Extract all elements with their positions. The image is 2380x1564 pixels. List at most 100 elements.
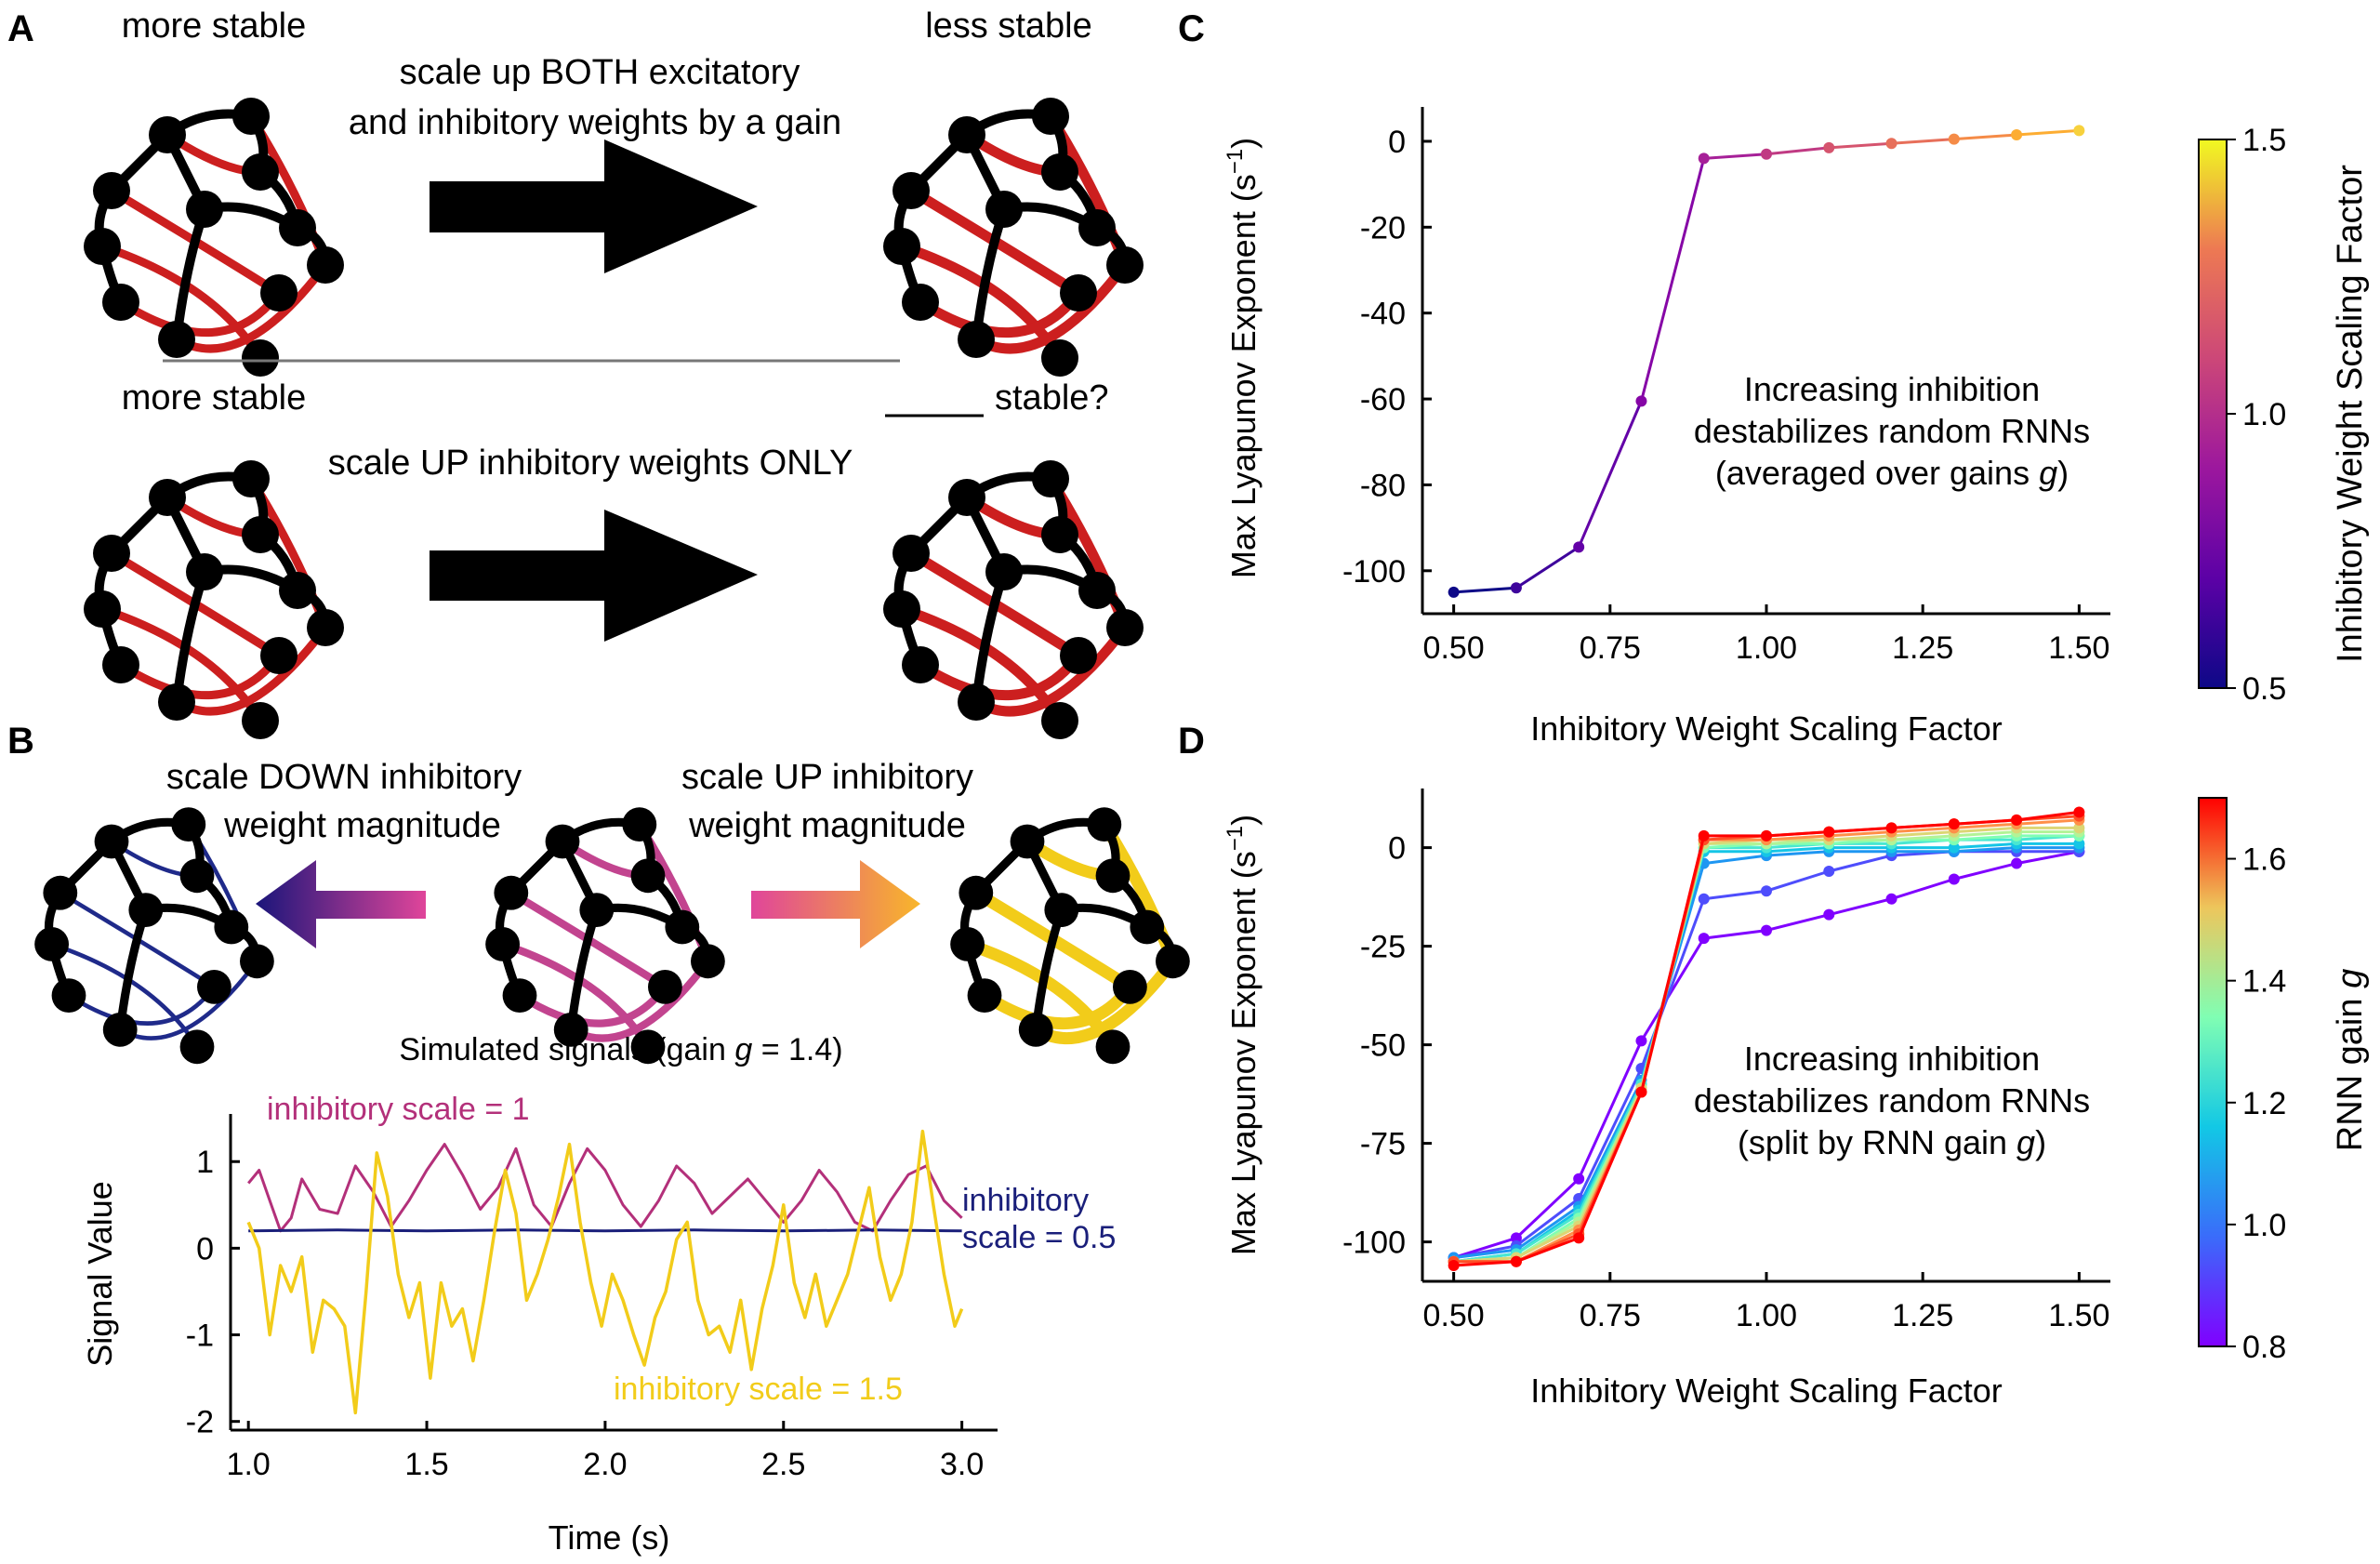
chart-d-point: [1698, 933, 1710, 945]
colorbar-c-label: Inhibitory Weight Scaling Factor: [2331, 165, 2370, 663]
chart-c-ytick-label: -100: [1342, 554, 1406, 590]
chart-c-ytick-label: -80: [1360, 468, 1406, 503]
chart-d-annot-line1: Increasing inhibition: [1744, 1040, 2040, 1078]
chart-c-xtick-label: 0.75: [1580, 630, 1641, 666]
chart-c-segment: [1515, 546, 1580, 590]
chart-d-ylabel: Max Lyapunov Exponent (s−1): [1223, 815, 1263, 1255]
chart-c-segment: [1891, 138, 1954, 145]
colorbar-d-label: RNN gain g: [2331, 969, 2370, 1151]
chart-d-point: [1823, 866, 1835, 878]
signal-series-line: [248, 1228, 962, 1233]
signal-xlabel: Time (s): [549, 1518, 670, 1557]
chart-c-segment: [1829, 141, 1892, 150]
label-scale-1: inhibitory scale = 1: [267, 1092, 530, 1127]
chart-c-segment: [1765, 146, 1830, 156]
bottom-right-label: stable?: [995, 378, 1109, 418]
chart-c-ylabel: Max Lyapunov Exponent (s−1): [1223, 138, 1263, 578]
network-top-right: [883, 98, 1144, 377]
colorbar-d-tick-label: 1.2: [2242, 1086, 2286, 1121]
chart-d-point: [1635, 1086, 1647, 1098]
panel-c: C 0.50 0.75 1.00 1.25 1.500-20-40-60-80-100 …: [1178, 8, 2370, 748]
arrow-top: [430, 139, 758, 273]
chart-d-point: [2011, 857, 2023, 869]
chart-d-point: [1948, 873, 1960, 885]
top-arrow-text-line1: scale up BOTH excitatory: [400, 53, 800, 92]
chart-c-point: [1761, 148, 1772, 160]
colorbar-d-tick-label: 1.4: [2242, 964, 2286, 1000]
chart-c-xtick-label: 0.50: [1423, 630, 1485, 666]
chart-c-point: [1885, 138, 1897, 150]
chart-d-point: [1510, 1232, 1522, 1244]
chart-d-point: [1573, 1232, 1585, 1244]
chart-d-point: [1698, 829, 1710, 842]
chart-d-xtick-label: 0.75: [1580, 1298, 1641, 1333]
bottom-left-label: more stable: [122, 378, 307, 418]
sim-title: Simulated signals (gain g = 1.4): [399, 1032, 842, 1067]
panel-b: B scale DOWN inhibitory weight magnitude…: [7, 721, 1190, 1557]
chart-d-point: [1635, 1035, 1647, 1047]
signal-xtick-label: 1.0: [227, 1447, 271, 1482]
scale-down-text-line1: scale DOWN inhibitory: [166, 758, 522, 797]
label-scale-05-line2: scale = 0.5: [962, 1220, 1116, 1255]
chart-d-xtick-label: 1.00: [1736, 1298, 1797, 1333]
panel-letter-d: D: [1178, 721, 1205, 762]
signal-ytick-label: -2: [186, 1405, 214, 1440]
chart-d-point: [1948, 842, 1960, 854]
signal-series-line: [246, 1129, 964, 1415]
chart-d-ytick-label: -100: [1342, 1226, 1406, 1261]
arrow-left-gradient: [256, 860, 426, 948]
chart-d-point: [1510, 1255, 1522, 1267]
chart-d-point: [1948, 818, 1960, 830]
chart-c-point: [1448, 586, 1460, 598]
panel-a: A more stable less stable scale up BOTH …: [7, 7, 1144, 739]
chart-c-segment: [2016, 128, 2080, 137]
scale-down-text-line2: weight magnitude: [223, 806, 501, 845]
chart-c-segment: [1640, 158, 1706, 402]
network-bottom-right: [883, 460, 1144, 739]
chart-d-annot-line2: destabilizes random RNNs: [1694, 1081, 2090, 1120]
colorbar-c-tick-label: 1.0: [2242, 397, 2286, 432]
bottom-arrow-text: scale UP inhibitory weights ONLY: [328, 444, 853, 483]
chart-d-point: [1761, 885, 1772, 897]
lyapunov-chart-averaged: 0.50 0.75 1.00 1.25 1.50 0 -20 -40 -60 -80 -100: [1342, 107, 2110, 666]
chart-d-point: [2073, 838, 2085, 850]
chart-c-segment: [1953, 133, 2017, 141]
chart-d-point: [1823, 826, 1835, 838]
top-right-label: less stable: [925, 7, 1092, 46]
chart-c-xlabel: Inhibitory Weight Scaling Factor: [1530, 709, 2003, 748]
label-scale-05-line1: inhibitory: [962, 1183, 1089, 1218]
chart-c-point: [1510, 582, 1522, 594]
chart-c-point: [1635, 395, 1647, 407]
chart-d-annot-line3: (split by RNN gain g): [1738, 1123, 2046, 1161]
chart-c-segment: [1577, 400, 1643, 549]
colorbar-d-tick-label: 0.8: [2242, 1330, 2286, 1365]
chart-d-ytick-label: -75: [1360, 1127, 1406, 1162]
arrow-right-gradient: [751, 860, 920, 948]
scale-up-text-line1: scale UP inhibitory: [681, 758, 973, 797]
chart-c-point: [1948, 133, 1960, 145]
network-yellow: [950, 807, 1190, 1065]
colorbar-d: [2198, 797, 2228, 1347]
signal-xtick-label: 1.5: [404, 1447, 448, 1482]
chart-c-ytick-label: -20: [1360, 210, 1406, 245]
chart-d-ytick-label: 0: [1388, 831, 1406, 867]
network-top-left: [84, 98, 344, 377]
chart-d-xtick-label: 1.25: [1892, 1298, 1953, 1333]
top-left-label: more stable: [122, 7, 307, 46]
chart-c-point: [1573, 541, 1585, 553]
signal-chart: 1.0 1.5 2.0 2.5 3.0 -2 -1 0 1: [186, 1114, 998, 1482]
chart-d-point: [1698, 893, 1710, 905]
chart-d-xtick-label: 0.50: [1423, 1298, 1485, 1333]
chart-c-annot-line1: Increasing inhibition: [1744, 370, 2040, 408]
chart-d-ytick-label: -50: [1360, 1028, 1406, 1064]
colorbar-c-tick-label: 1.5: [2242, 123, 2286, 158]
chart-d-point: [1761, 829, 1772, 842]
signal-xtick-label: 3.0: [940, 1447, 984, 1482]
chart-c-ytick-label: -40: [1360, 297, 1406, 332]
chart-c-annot-line3: (averaged over gains g): [1715, 454, 2069, 492]
chart-d-xtick-label: 1.50: [2048, 1298, 2109, 1333]
chart-c-segment: [1453, 586, 1517, 594]
colorbar-d-tick-label: 1.6: [2242, 842, 2286, 878]
chart-d-point: [1885, 893, 1897, 905]
